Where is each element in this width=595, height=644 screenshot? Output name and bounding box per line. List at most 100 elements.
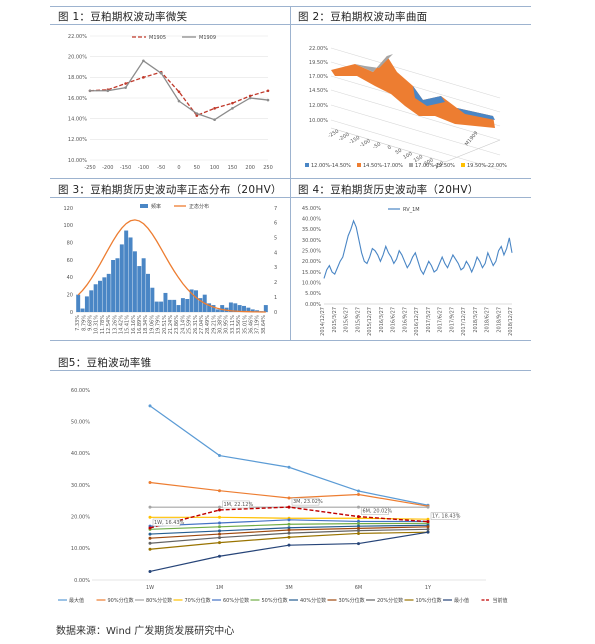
histogram-bar — [154, 301, 159, 312]
legend-label: 50%分位数 — [262, 597, 288, 604]
histogram-bar — [189, 289, 194, 312]
x-tick-label: 16.89% — [137, 315, 143, 334]
histogram-bar — [198, 298, 203, 312]
cone-point — [426, 505, 430, 509]
x-tick-label: 10.31% — [94, 315, 100, 334]
z-tick-label: 10.00% — [309, 118, 328, 124]
gridline — [330, 89, 501, 141]
legend-label: RV_1M — [403, 207, 420, 213]
data-point — [106, 89, 110, 93]
data-point — [142, 59, 145, 63]
cone-point — [218, 541, 221, 545]
depth-axis-label: M1909 — [464, 130, 480, 147]
data-label: 1Y, 18.43% — [432, 514, 461, 520]
x-tick-label: 0 — [177, 165, 180, 171]
x-tick-label: 30.95% — [224, 315, 230, 334]
histogram-bar — [150, 287, 155, 312]
cone-point — [287, 543, 291, 547]
cone-point — [426, 520, 430, 524]
x-tick-label: 2017/3/27 — [426, 307, 432, 333]
x-tick-label: 200 — [423, 157, 434, 167]
legend-label: 80%分位数 — [146, 597, 172, 604]
x-tick-label: 36.46% — [249, 315, 255, 334]
histogram-bar — [220, 305, 225, 312]
histogram-bar — [137, 266, 142, 312]
y-tick-label-right: 3 — [274, 265, 277, 271]
x-tick-label: 2015/3/27 — [332, 307, 338, 333]
data-point — [231, 101, 234, 105]
x-tick-label: 28.49% — [205, 315, 211, 334]
x-tick-label: 2017/12/27 — [461, 307, 467, 336]
x-tick-label: 7.33% — [75, 315, 81, 331]
cone-point — [148, 547, 152, 551]
y-tick-label: 5.00% — [305, 291, 321, 297]
y-tick-label-left: 80 — [67, 240, 73, 246]
x-tick-label: -100 — [359, 138, 372, 149]
data-point — [266, 89, 270, 93]
legend-label: 40%分位数 — [300, 597, 326, 604]
x-tick-label: 27.04% — [199, 315, 205, 334]
y-tick-label: 50.00% — [71, 419, 90, 425]
histogram-bar — [128, 237, 133, 312]
cone-point — [287, 518, 291, 522]
gridline — [330, 119, 501, 171]
y-tick-label-left: 60 — [67, 258, 73, 264]
x-tick-label: 2016/12/27 — [414, 307, 420, 336]
legend-label: 当前值 — [493, 597, 508, 604]
data-point — [231, 107, 234, 110]
x-tick-label: 1M — [216, 585, 224, 591]
y-tick-label: 10.00% — [68, 158, 87, 164]
histogram-bar — [263, 305, 268, 312]
cone-point — [148, 480, 152, 484]
y-tick-label: 40.00% — [71, 451, 90, 457]
z-tick-label: 17.00% — [309, 74, 328, 80]
cone-point — [148, 404, 152, 408]
x-tick-label: 33.56% — [236, 315, 242, 334]
cone-line-10%分位数 — [149, 531, 429, 550]
histogram-bar — [119, 244, 124, 312]
x-tick-label: 37.19% — [255, 315, 261, 334]
x-tick-label: 14.42% — [118, 315, 124, 334]
gridline — [330, 47, 501, 99]
data-point — [159, 71, 163, 75]
cone-line-90%分位数 — [149, 481, 429, 507]
histogram-bar — [185, 299, 190, 312]
z-tick-label: 19.50% — [309, 60, 328, 66]
cone-point — [287, 535, 291, 539]
histogram-bar — [102, 277, 107, 312]
y-tick-label: 40.00% — [302, 216, 321, 222]
title-underline-3 — [50, 370, 531, 371]
x-tick-label: 8.79% — [81, 315, 87, 331]
cone-point — [287, 522, 291, 526]
x-tick-label: 50 — [194, 165, 200, 171]
data-point — [124, 86, 127, 89]
histogram-bar — [141, 258, 146, 312]
histogram-bar — [194, 290, 198, 312]
y-tick-label: 12.00% — [68, 137, 87, 143]
x-tick-label: 1Y — [425, 585, 432, 591]
x-tick-label: 21.24% — [168, 315, 174, 334]
x-tick-label: 19.79% — [156, 315, 162, 334]
x-tick-label: 2018/9/27 — [496, 307, 502, 333]
volatility-cone-chart: 0.00% 10.00% 20.00% 30.00% 40.00% 50.00% 60.00… — [56, 374, 522, 610]
x-tick-label: 35.01% — [242, 315, 248, 334]
legend-label: 正态分布 — [189, 203, 209, 210]
rv-1m-line — [323, 219, 513, 279]
x-tick-label: 2015/9/27 — [355, 307, 361, 333]
x-tick-label: 100 — [402, 151, 413, 161]
data-label-box — [291, 497, 320, 506]
gridline — [330, 104, 501, 156]
y-tick-label: 30.00% — [71, 483, 90, 489]
histogram-bar — [215, 309, 220, 312]
cone-point — [287, 505, 291, 509]
cone-point — [218, 529, 221, 533]
x-tick-label: -100 — [138, 165, 149, 171]
y-tick-label: 20.00% — [71, 514, 90, 520]
legend-label: 20%分位数 — [377, 597, 403, 604]
histogram-bar — [233, 303, 238, 312]
x-tick-label: 2015/12/27 — [367, 307, 373, 336]
y-tick-label: 22.00% — [68, 34, 87, 40]
y-tick-label: 0.00% — [305, 302, 321, 308]
cone-point — [148, 541, 152, 545]
surface-band — [331, 56, 495, 128]
